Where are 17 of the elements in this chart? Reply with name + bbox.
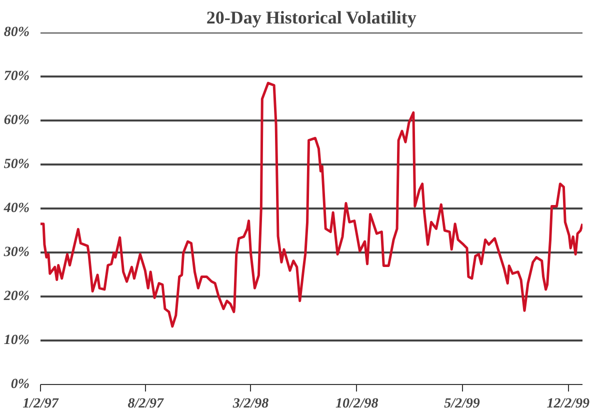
x-tick-label: 3/2/98 xyxy=(232,396,269,412)
y-tick-label: 60% xyxy=(4,113,30,128)
y-tick-label: 80% xyxy=(4,25,30,40)
y-tick-label: 50% xyxy=(4,157,30,172)
x-tick-label: 8/2/97 xyxy=(128,396,165,412)
x-tick-label: 10/2/98 xyxy=(335,396,378,412)
y-tick-label: 10% xyxy=(4,333,30,348)
y-tick-label: 70% xyxy=(4,69,30,84)
y-tick-label: 20% xyxy=(2,289,30,304)
line-series xyxy=(40,82,582,328)
y-tick-label: 0% xyxy=(10,377,30,392)
chart-title: 20-Day Historical Volatility xyxy=(206,8,416,28)
x-tick-label: 5/2/99 xyxy=(444,396,480,412)
x-tick-label: 1/2/97 xyxy=(22,396,60,412)
y-tick-label: 40% xyxy=(2,201,30,216)
x-tick-label: 12/2/99 xyxy=(546,396,590,412)
y-tick-label: 30% xyxy=(2,245,30,260)
